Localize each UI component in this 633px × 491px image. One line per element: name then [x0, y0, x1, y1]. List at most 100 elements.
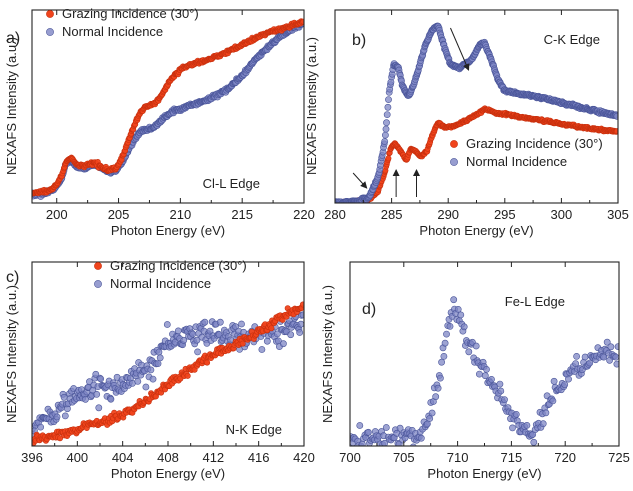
normal-marker [134, 377, 142, 385]
x-axis-title: Photon Energy (eV) [111, 223, 225, 238]
normal-marker [549, 397, 557, 405]
x-tick-label: 295 [494, 207, 516, 222]
edge-label: Cl-L Edge [203, 176, 260, 191]
grazing-marker [56, 435, 63, 442]
normal-marker [436, 374, 444, 382]
normal-marker [542, 409, 550, 417]
normal-marker [586, 359, 594, 367]
normal-marker [156, 354, 164, 362]
normal-marker [297, 320, 304, 328]
normal-marker [82, 395, 89, 403]
normal-marker [149, 375, 157, 383]
y-axis-title: NEXAFS Intensity (a.u.) [320, 285, 335, 423]
x-tick-label: 705 [393, 450, 415, 465]
normal-marker [523, 421, 531, 429]
legend-normal-marker [94, 280, 102, 288]
normal-marker [97, 375, 105, 383]
legend-normal-marker [450, 158, 458, 166]
normal-marker [561, 381, 569, 388]
edge-label: C-K Edge [544, 32, 600, 47]
normal-marker [512, 410, 520, 418]
normal-marker [381, 138, 389, 145]
normal-marker [383, 111, 391, 118]
y-axis-title: NEXAFS Intensity (a.u.) [4, 285, 19, 423]
normal-marker [142, 383, 150, 391]
panel-c: 396 400 404 408 412 416 420 Photon Energy (eV) N… [4, 258, 315, 481]
normal-marker [147, 366, 155, 374]
normal-marker [603, 338, 611, 346]
normal-marker [93, 390, 101, 398]
data-markers [350, 296, 619, 454]
x-tick-label: 210 [170, 207, 192, 222]
normal-marker [356, 422, 364, 429]
normal-marker [381, 439, 388, 446]
grazing-marker [299, 301, 304, 308]
legend-label: Normal Incidence [62, 24, 163, 39]
x-tick-label: 300 [551, 207, 573, 222]
normal-marker [443, 330, 450, 338]
legend-label: Normal Incidence [466, 154, 567, 169]
panel-letter: a) [6, 30, 20, 47]
panel-letter: d) [362, 301, 376, 318]
normal-marker [193, 336, 201, 344]
x-axis-title: Photon Energy (eV) [419, 223, 533, 238]
grazing-marker [614, 128, 618, 135]
legend: Grazing Incidence (30°) Normal Incidence [450, 136, 603, 169]
x-tick-label: 720 [554, 450, 576, 465]
normal-marker [396, 424, 404, 432]
annotation-arrow [352, 172, 368, 189]
normal-marker [384, 448, 390, 454]
normal-marker [550, 377, 558, 385]
data-markers [32, 18, 304, 200]
panel-letter: b) [352, 32, 366, 49]
normal-marker [613, 112, 618, 120]
normal-marker [454, 305, 462, 313]
x-tick-label: 396 [21, 450, 43, 465]
normal-marker [287, 331, 295, 339]
normal-marker [154, 360, 162, 367]
normal-marker [530, 438, 538, 446]
normal-marker [446, 322, 454, 330]
normal-marker [440, 352, 448, 360]
normal-marker [472, 342, 480, 350]
annotation-arrow [450, 27, 470, 71]
normal-marker [465, 348, 473, 356]
normal-marker [296, 329, 304, 336]
legend-label: Grazing Incidence (30°) [110, 258, 247, 273]
normal-marker [509, 424, 516, 432]
normal-marker [194, 348, 201, 356]
normal-marker [612, 353, 619, 361]
normal-marker [434, 384, 442, 392]
data-markers [335, 22, 618, 203]
normal-marker [417, 434, 425, 442]
normal-marker [155, 348, 163, 356]
normal-marker [95, 404, 103, 412]
x-tick-label: 700 [339, 450, 361, 465]
normal-marker [216, 318, 224, 326]
x-tick-label: 280 [324, 207, 346, 222]
normal-marker [383, 119, 390, 127]
normal-marker [483, 365, 490, 373]
legend-label: Normal Incidence [110, 276, 211, 291]
legend-grazing-marker [450, 140, 458, 148]
normal-marker [573, 352, 580, 360]
normal-marker [364, 428, 372, 436]
x-tick-label: 285 [381, 207, 403, 222]
legend-label: Grazing Incidence (30°) [62, 6, 199, 21]
x-tick-label: 412 [202, 450, 224, 465]
normal-marker [488, 375, 495, 383]
legend: Grazing Incidence (30°) Normal Incidence [46, 6, 199, 39]
normal-marker [60, 393, 68, 401]
normal-marker [441, 339, 449, 347]
normal-marker [382, 125, 390, 133]
panel-d: 700 705 710 715 720 725 Photon Energy (eV) NEXA… [320, 261, 630, 481]
x-tick-label: 725 [608, 450, 630, 465]
x-tick-label: 200 [46, 207, 68, 222]
x-tick-label: 305 [607, 207, 629, 222]
normal-marker [460, 323, 468, 331]
x-tick-label: 710 [447, 450, 469, 465]
x-tick-label: 420 [293, 450, 315, 465]
normal-marker [381, 131, 389, 139]
